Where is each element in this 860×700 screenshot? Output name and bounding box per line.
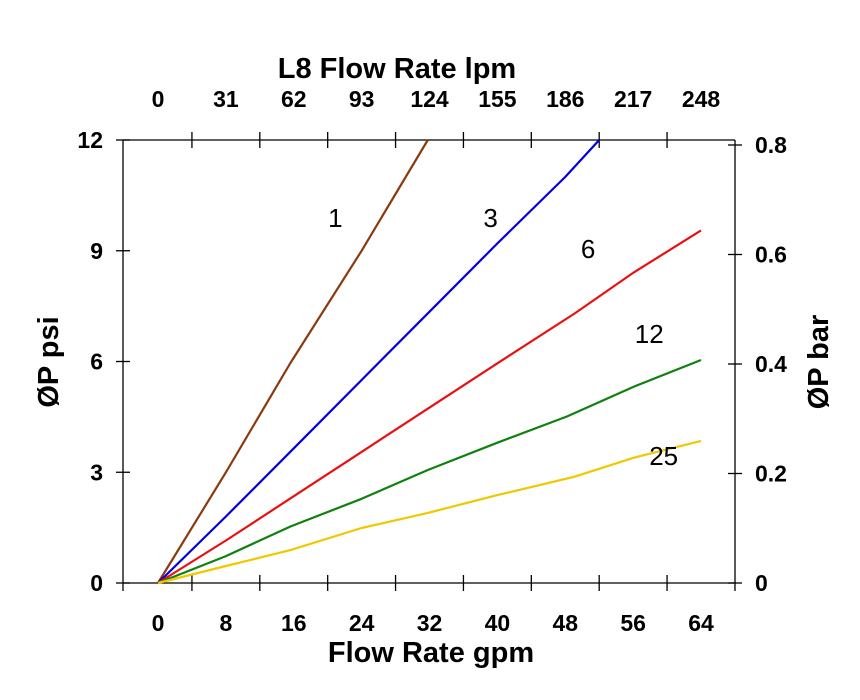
series-line-6 [157, 229, 702, 584]
series-label-1: 1 [328, 203, 342, 233]
x-tick-label: 48 [552, 610, 578, 636]
x-top-tick-label: 0 [152, 86, 165, 112]
x-top-tick-label: 31 [213, 86, 239, 112]
y-tick-label: 12 [77, 127, 103, 153]
y-tick-label: 3 [90, 459, 103, 485]
y2-tick-label: 0.2 [755, 461, 787, 487]
series-line-1 [157, 139, 429, 584]
x-top-tick-label: 62 [281, 86, 307, 112]
series-line-25 [157, 439, 702, 585]
x-top-tick-label: 124 [410, 86, 449, 112]
x-top-tick-label: 217 [614, 86, 652, 112]
x-axis-label: Flow Rate gpm [328, 637, 534, 669]
x-tick-label: 64 [688, 610, 714, 636]
x-tick-label: 24 [349, 610, 375, 636]
y2-tick-label: 0.8 [755, 132, 787, 158]
x-top-tick-label: 93 [349, 86, 375, 112]
y2-tick-label: 0.6 [755, 242, 787, 268]
x-tick-label: 56 [620, 610, 646, 636]
y2-axis-label: ØP bar [803, 315, 835, 410]
x-tick-label: 40 [485, 610, 511, 636]
series-line-3 [157, 139, 601, 584]
series-label-3: 3 [483, 203, 497, 233]
x-top-tick-label: 155 [478, 86, 517, 112]
x-tick-label: 8 [219, 610, 232, 636]
series-label-6: 6 [581, 234, 595, 264]
x-top-tick-label: 248 [682, 86, 721, 112]
y2-tick-label: 0.4 [755, 351, 787, 377]
x-tick-label: 32 [417, 610, 443, 636]
series-label-25: 25 [649, 441, 678, 471]
series-line-12 [157, 358, 702, 585]
y-axis-label: ØP psi [33, 316, 65, 407]
x-tick-label: 16 [281, 610, 307, 636]
y-tick-label: 9 [90, 238, 103, 264]
y2-tick-label: 0 [755, 570, 768, 596]
y-tick-label: 6 [90, 349, 103, 375]
series-label-12: 12 [635, 319, 664, 349]
y-tick-label: 0 [90, 570, 103, 596]
chart-title: L8 Flow Rate lpm [278, 53, 516, 85]
x-tick-label: 0 [152, 610, 165, 636]
x-top-tick-label: 186 [546, 86, 584, 112]
